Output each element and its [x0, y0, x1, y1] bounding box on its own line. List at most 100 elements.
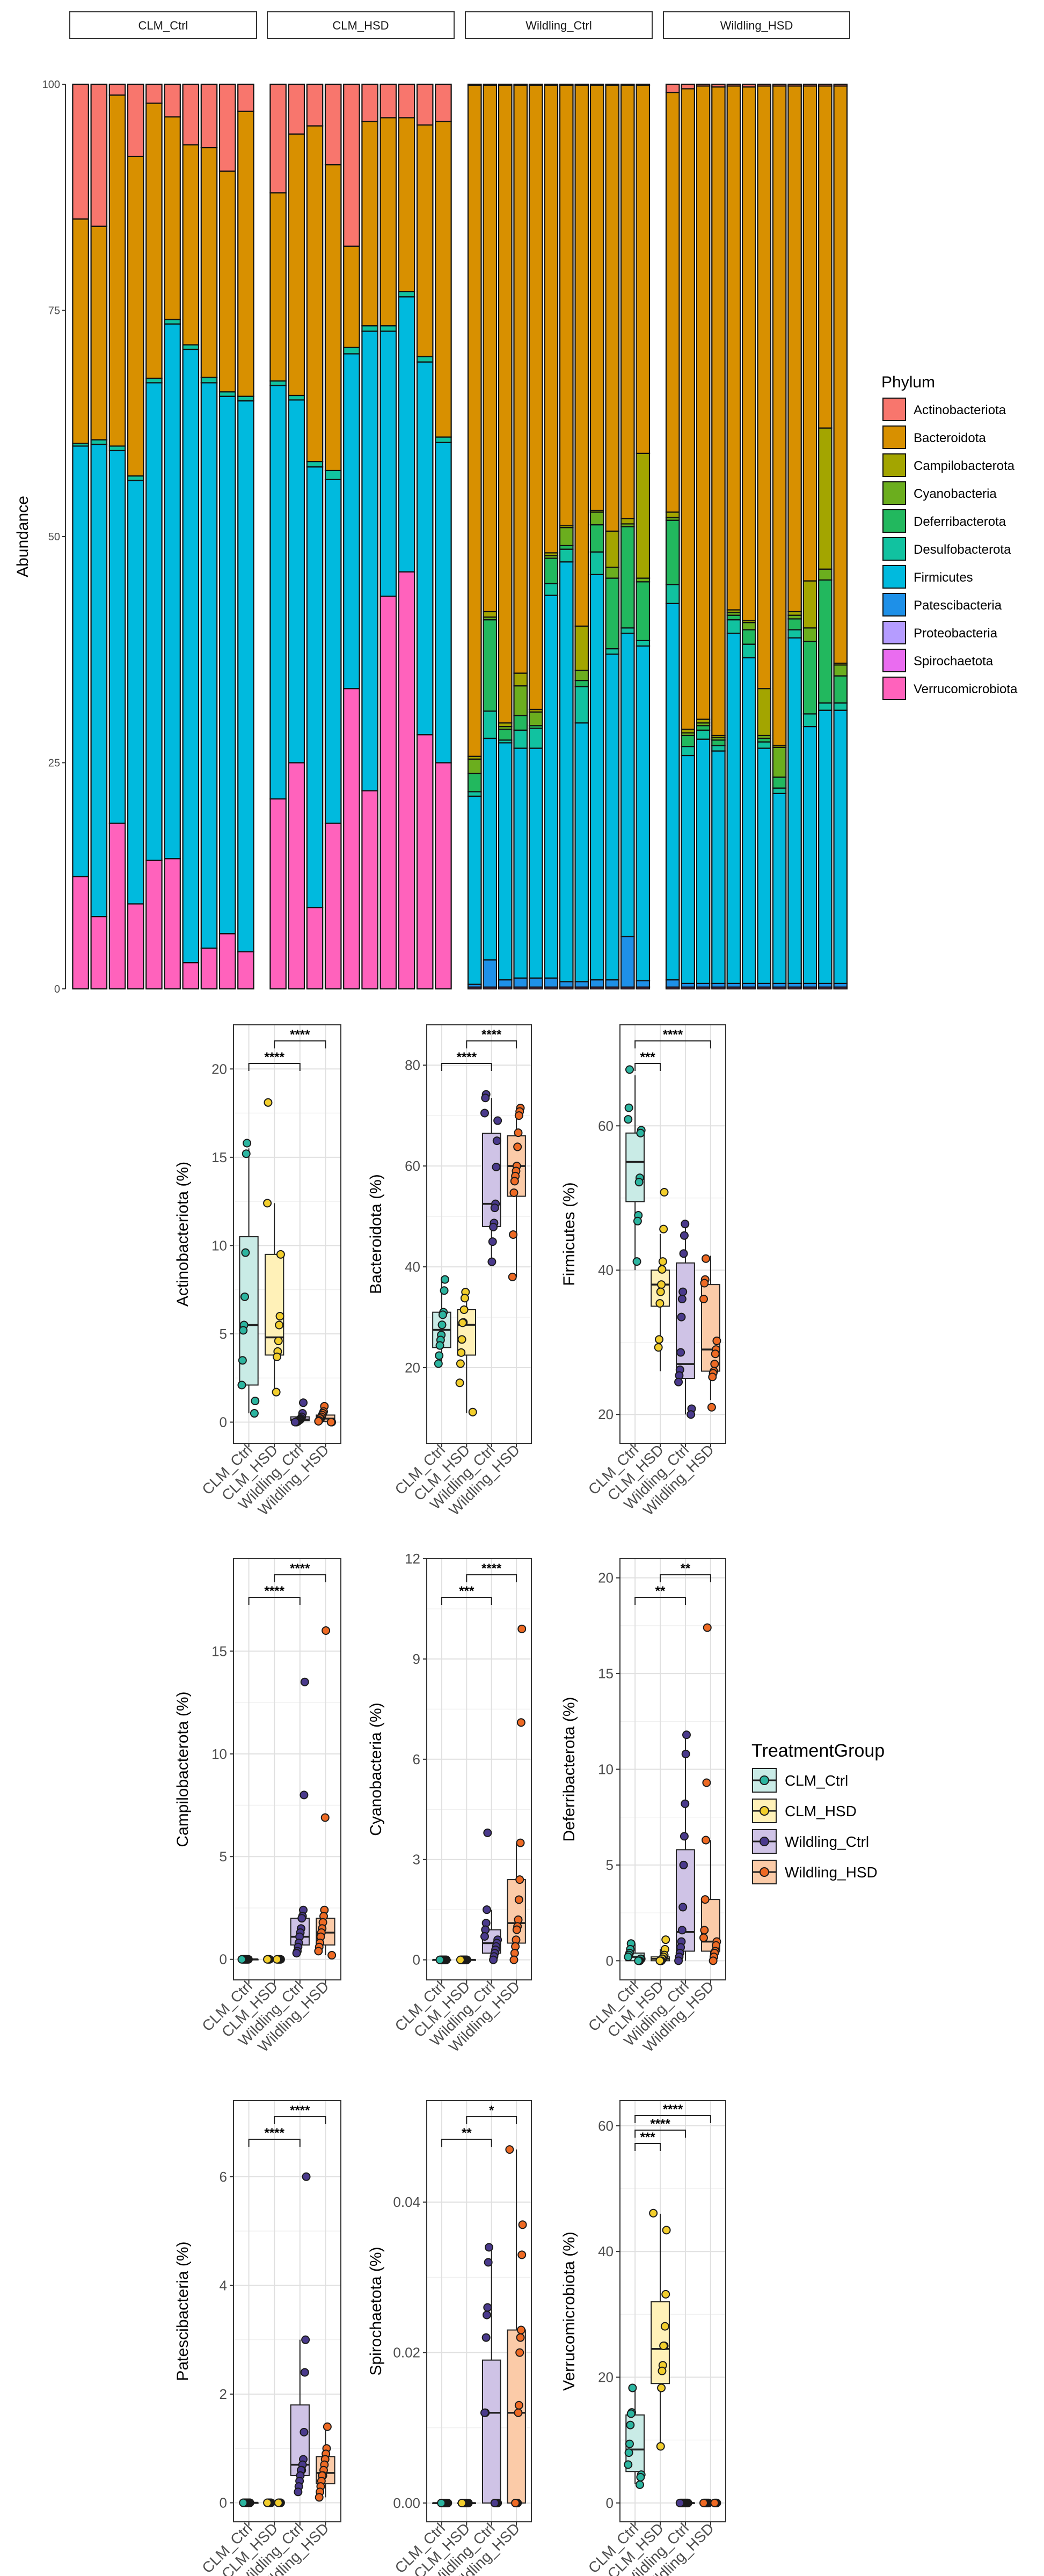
data-point: [656, 2442, 665, 2451]
data-point: [514, 1128, 523, 1137]
data-point: [489, 1955, 498, 1964]
bar-segment-campilobacterota: [574, 625, 589, 671]
data-point: [516, 2333, 525, 2342]
significance-bracket: [466, 1574, 517, 1582]
y-tick-label: 0.02: [393, 2345, 420, 2361]
bar-segment-desulfobacterota: [787, 629, 802, 639]
bar-segment-verrucomicrobiota: [237, 951, 254, 990]
data-point: [481, 1093, 490, 1103]
bar-segment-deferribacterota: [467, 773, 482, 792]
bar-segment-desulfobacterota: [361, 325, 378, 332]
box: [482, 2359, 501, 2504]
significance-label: **: [462, 2126, 472, 2140]
bar-segment-desulfobacterota: [218, 391, 236, 397]
significance-bracket: [634, 2143, 661, 2151]
data-point: [242, 1149, 251, 1158]
data-point: [513, 1142, 522, 1151]
bar-segment-bacteroidota: [833, 85, 848, 664]
bar-segment-deferribacterota: [589, 524, 604, 553]
data-point: [658, 2366, 667, 2375]
significance-label: ***: [640, 1050, 656, 1065]
data-point: [300, 1677, 309, 1686]
bar-segment-cyanobacteria: [802, 627, 817, 642]
y-tick-label: 0: [220, 1951, 227, 1968]
significance-label: ****: [265, 1584, 285, 1598]
bar-segment-verrucomicrobiota: [288, 762, 305, 990]
y-tick-label: 15: [211, 1149, 227, 1165]
bar-segment-firmicutes: [182, 348, 200, 964]
panel-border: [426, 1558, 532, 1980]
data-point: [323, 2422, 332, 2431]
bar-segment-bacteroidota: [772, 85, 787, 746]
bar-segment-patescibacteria: [665, 979, 680, 988]
significance-bracket: [248, 1063, 301, 1071]
y-tick-label: 40: [405, 1259, 420, 1275]
bar-segment-firmicutes: [559, 561, 574, 982]
y-tick-label: 10: [211, 1746, 227, 1762]
bar-segment-deferribacterota: [741, 629, 756, 645]
y-axis-title: Cyanobacteria (%): [367, 1702, 385, 1836]
data-point: [636, 1128, 645, 1137]
bar-segment-deferribacterota: [620, 526, 635, 629]
bar-segment-patescibacteria: [605, 979, 620, 988]
data-point: [314, 1417, 323, 1426]
bar-segment-cyanobacteria: [528, 711, 543, 726]
bar-segment-cyanobacteria: [467, 758, 482, 774]
bar-segment-actinobacteriota: [757, 83, 772, 87]
data-point: [710, 1360, 719, 1369]
bar-segment-desulfobacterota: [398, 290, 415, 298]
bar-segment-actinobacteriota: [802, 83, 817, 87]
legend-label: Deferribacterota: [914, 515, 1006, 529]
bar-segment-actinobacteriota: [218, 83, 236, 172]
bar-segment-actinobacteriota: [108, 83, 126, 96]
significance-bracket: [274, 2116, 326, 2124]
y-tick-label: 3: [413, 1852, 420, 1868]
data-point: [515, 1875, 524, 1884]
bar-segment-desulfobacterota: [757, 741, 772, 749]
data-point: [438, 1310, 447, 1319]
legend-label: Desulfobacterota: [914, 542, 1011, 557]
data-point: [480, 1932, 489, 1941]
bar-segment-patescibacteria: [589, 979, 604, 988]
data-point: [508, 1272, 517, 1281]
bar-segment-bacteroidota: [544, 84, 559, 554]
data-point: [679, 1860, 688, 1869]
data-point: [493, 1116, 502, 1125]
bar-segment-firmicutes: [361, 331, 378, 791]
bar-segment-actinobacteriota: [127, 83, 144, 157]
y-tick-label: 0: [606, 2495, 614, 2511]
bar-segment-bacteroidota: [164, 116, 181, 320]
bar-segment-actinobacteriota: [741, 83, 756, 88]
data-point: [681, 1749, 690, 1758]
data-point: [274, 2498, 283, 2507]
significance-label: ****: [650, 2117, 670, 2131]
bar-segment-verrucomicrobiota: [435, 762, 452, 990]
bar-segment-cyanobacteria: [605, 567, 620, 579]
bar-segment-actinobacteriota: [681, 83, 695, 90]
y-tick-label: 6: [413, 1751, 420, 1767]
bar-segment-bacteroidota: [435, 121, 452, 438]
panel-border: [233, 2100, 341, 2522]
bar-segment-bacteroidota: [306, 125, 324, 463]
significance-label: ***: [459, 1584, 474, 1598]
significance-label: ****: [290, 1561, 310, 1576]
significance-label: ****: [663, 1028, 683, 1042]
bar-segment-actinobacteriota: [145, 83, 163, 104]
data-point: [517, 2250, 527, 2259]
data-point: [626, 2409, 636, 2418]
y-axis-title: Spirochaetota (%): [367, 2247, 385, 2375]
data-point: [633, 1216, 642, 1225]
bar-segment-patescibacteria: [498, 979, 513, 988]
significance-label: ****: [265, 2126, 285, 2140]
legend-title: Phylum: [881, 373, 935, 391]
bar-segment-firmicutes: [72, 445, 89, 878]
bar-segment-firmicutes: [127, 480, 144, 905]
significance-bracket: [634, 1597, 686, 1605]
data-point: [300, 1790, 309, 1800]
data-point: [699, 1933, 708, 1942]
y-tick-label: 10: [211, 1237, 227, 1253]
bar-segment-verrucomicrobiota: [218, 933, 236, 990]
bar-segment-actinobacteriota: [164, 83, 181, 118]
